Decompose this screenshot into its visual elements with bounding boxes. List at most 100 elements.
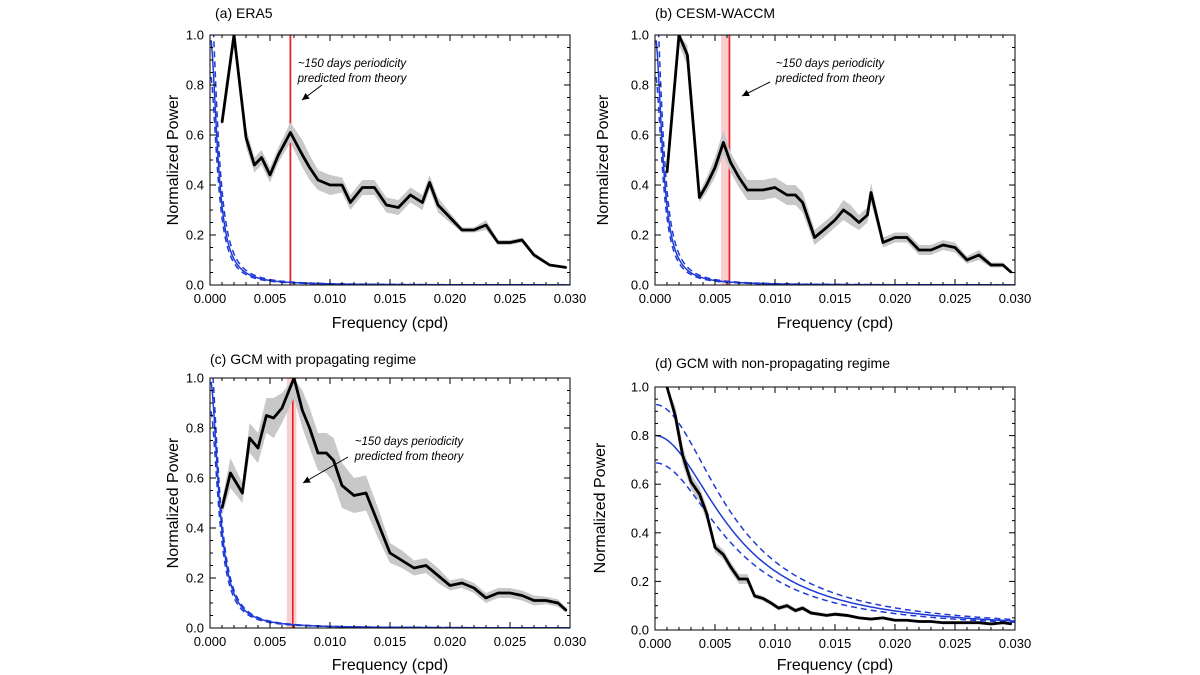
plot-frame <box>654 386 1016 631</box>
spectrum-point <box>714 166 716 169</box>
y-tick-label: 0.8 <box>186 421 204 436</box>
spectrum-point <box>473 587 475 589</box>
spectrum-point <box>882 241 884 244</box>
spectrum-point <box>846 614 848 617</box>
spectrum-point <box>866 214 869 216</box>
y-tick-label: 0.4 <box>631 525 649 540</box>
panel-title: (b) CESM-WACCM <box>655 5 775 21</box>
spectrum-point <box>686 54 689 56</box>
spectrum-point <box>990 264 992 266</box>
y-tick-label: 0.8 <box>631 428 649 443</box>
spectrum-point <box>248 437 251 439</box>
spectrum-point <box>990 623 992 625</box>
spectrum-point <box>437 204 439 206</box>
spectrum-point <box>978 621 980 624</box>
uncertainty-band <box>667 387 1012 625</box>
spectrum-point <box>449 216 451 219</box>
y-axis-label: Normalized Power <box>165 437 182 568</box>
y-axis-label: Normalized Power <box>165 94 182 225</box>
spectrum-point <box>509 241 511 244</box>
spectrum-point <box>557 602 559 604</box>
x-tick-label: 0.030 <box>554 634 587 649</box>
spectrum-point <box>714 546 716 549</box>
x-tick-label: 0.025 <box>494 291 527 306</box>
y-tick-label: 0.2 <box>186 571 204 586</box>
y-tick-label: 1.0 <box>631 28 649 43</box>
x-tick-label: 0.015 <box>819 291 852 306</box>
panel-c: 0.000 0.005 0.010 0.015 0.020 0.025 0.030 0.0 0.… <box>165 351 586 674</box>
spectrum-point <box>245 136 247 139</box>
y-tick-label: 1.0 <box>186 371 204 386</box>
y-tick-label: 0.0 <box>631 278 649 293</box>
spectrum-point <box>421 201 424 204</box>
spectrum-point <box>690 480 692 483</box>
y-tick-label: 1.0 <box>186 28 204 43</box>
spectrum-point <box>918 249 920 251</box>
spectrum-point <box>942 244 944 246</box>
x-tick-label: 0.015 <box>819 636 852 651</box>
spectrum-point <box>674 415 677 417</box>
spectrum-point <box>882 617 884 619</box>
spectrum-point <box>753 189 756 191</box>
spectrum-point <box>729 161 732 164</box>
y-tick-label: 0.2 <box>631 228 649 243</box>
spectrum-point <box>373 186 376 189</box>
spectrum-point <box>738 176 740 179</box>
red-noise-bound-2 <box>210 76 570 285</box>
x-tick-label: 0.020 <box>434 291 467 306</box>
x-tick-label: 0.000 <box>639 291 672 306</box>
spectrum-point <box>849 214 852 216</box>
spectrum-point <box>786 194 788 196</box>
panel-title: (a) ERA5 <box>215 5 273 21</box>
spectrum-point <box>825 226 828 229</box>
annotation-text: ~150 days periodicity <box>355 436 465 448</box>
x-tick-label: 0.020 <box>879 291 912 306</box>
spectrum-point <box>777 607 780 609</box>
spectrum-point <box>565 266 568 269</box>
spectrum-point <box>272 417 275 419</box>
spectrum-point <box>425 564 427 567</box>
spectrum-point <box>437 574 439 577</box>
spectrum-point <box>325 452 328 454</box>
spectrum-line <box>220 35 567 269</box>
spectrum-point <box>762 189 764 191</box>
spectrum-point <box>825 614 828 617</box>
spectrum-point <box>858 617 860 619</box>
spectrum-point <box>666 171 668 174</box>
panel-title: (c) GCM with propagating regime <box>210 351 416 367</box>
x-tick-label: 0.020 <box>434 634 467 649</box>
spectrum-point <box>870 618 872 620</box>
spectrum-point <box>289 131 292 134</box>
spectrum-point <box>966 621 968 624</box>
spectrum-point <box>365 492 367 494</box>
x-axis-label: Frequency (cpd) <box>777 657 894 674</box>
spectrum-point <box>738 578 740 580</box>
y-tick-label: 0.6 <box>186 128 204 143</box>
x-tick-label: 0.000 <box>639 636 672 651</box>
spectrum-point <box>906 619 908 622</box>
x-tick-label: 0.030 <box>554 291 587 306</box>
spectrum-point <box>329 184 331 186</box>
uncertainty-band <box>222 35 567 269</box>
y-tick-label: 0.4 <box>186 178 204 193</box>
spectrum-point <box>894 236 896 239</box>
spectrum-point <box>221 121 223 124</box>
spectrum-point <box>533 254 535 256</box>
spectrum-point <box>906 236 908 239</box>
red-noise-bound-2 <box>656 462 1015 624</box>
spectrum-point <box>260 156 263 159</box>
spectrum-point <box>722 553 725 556</box>
spectrum-point <box>842 209 845 211</box>
spectrum-point <box>954 246 956 249</box>
x-tick-label: 0.005 <box>699 291 732 306</box>
spectrum-point <box>774 186 776 189</box>
spectrum-point <box>521 594 523 597</box>
spectrum-point <box>681 454 684 456</box>
spectrum-point <box>746 578 749 580</box>
x-tick-label: 0.005 <box>254 291 287 306</box>
spectrum-point <box>705 184 708 186</box>
spectrum-point <box>385 204 388 206</box>
annotation-arrow <box>741 81 771 97</box>
spectrum-point <box>705 512 708 515</box>
red-noise-bound-1 <box>212 378 570 628</box>
